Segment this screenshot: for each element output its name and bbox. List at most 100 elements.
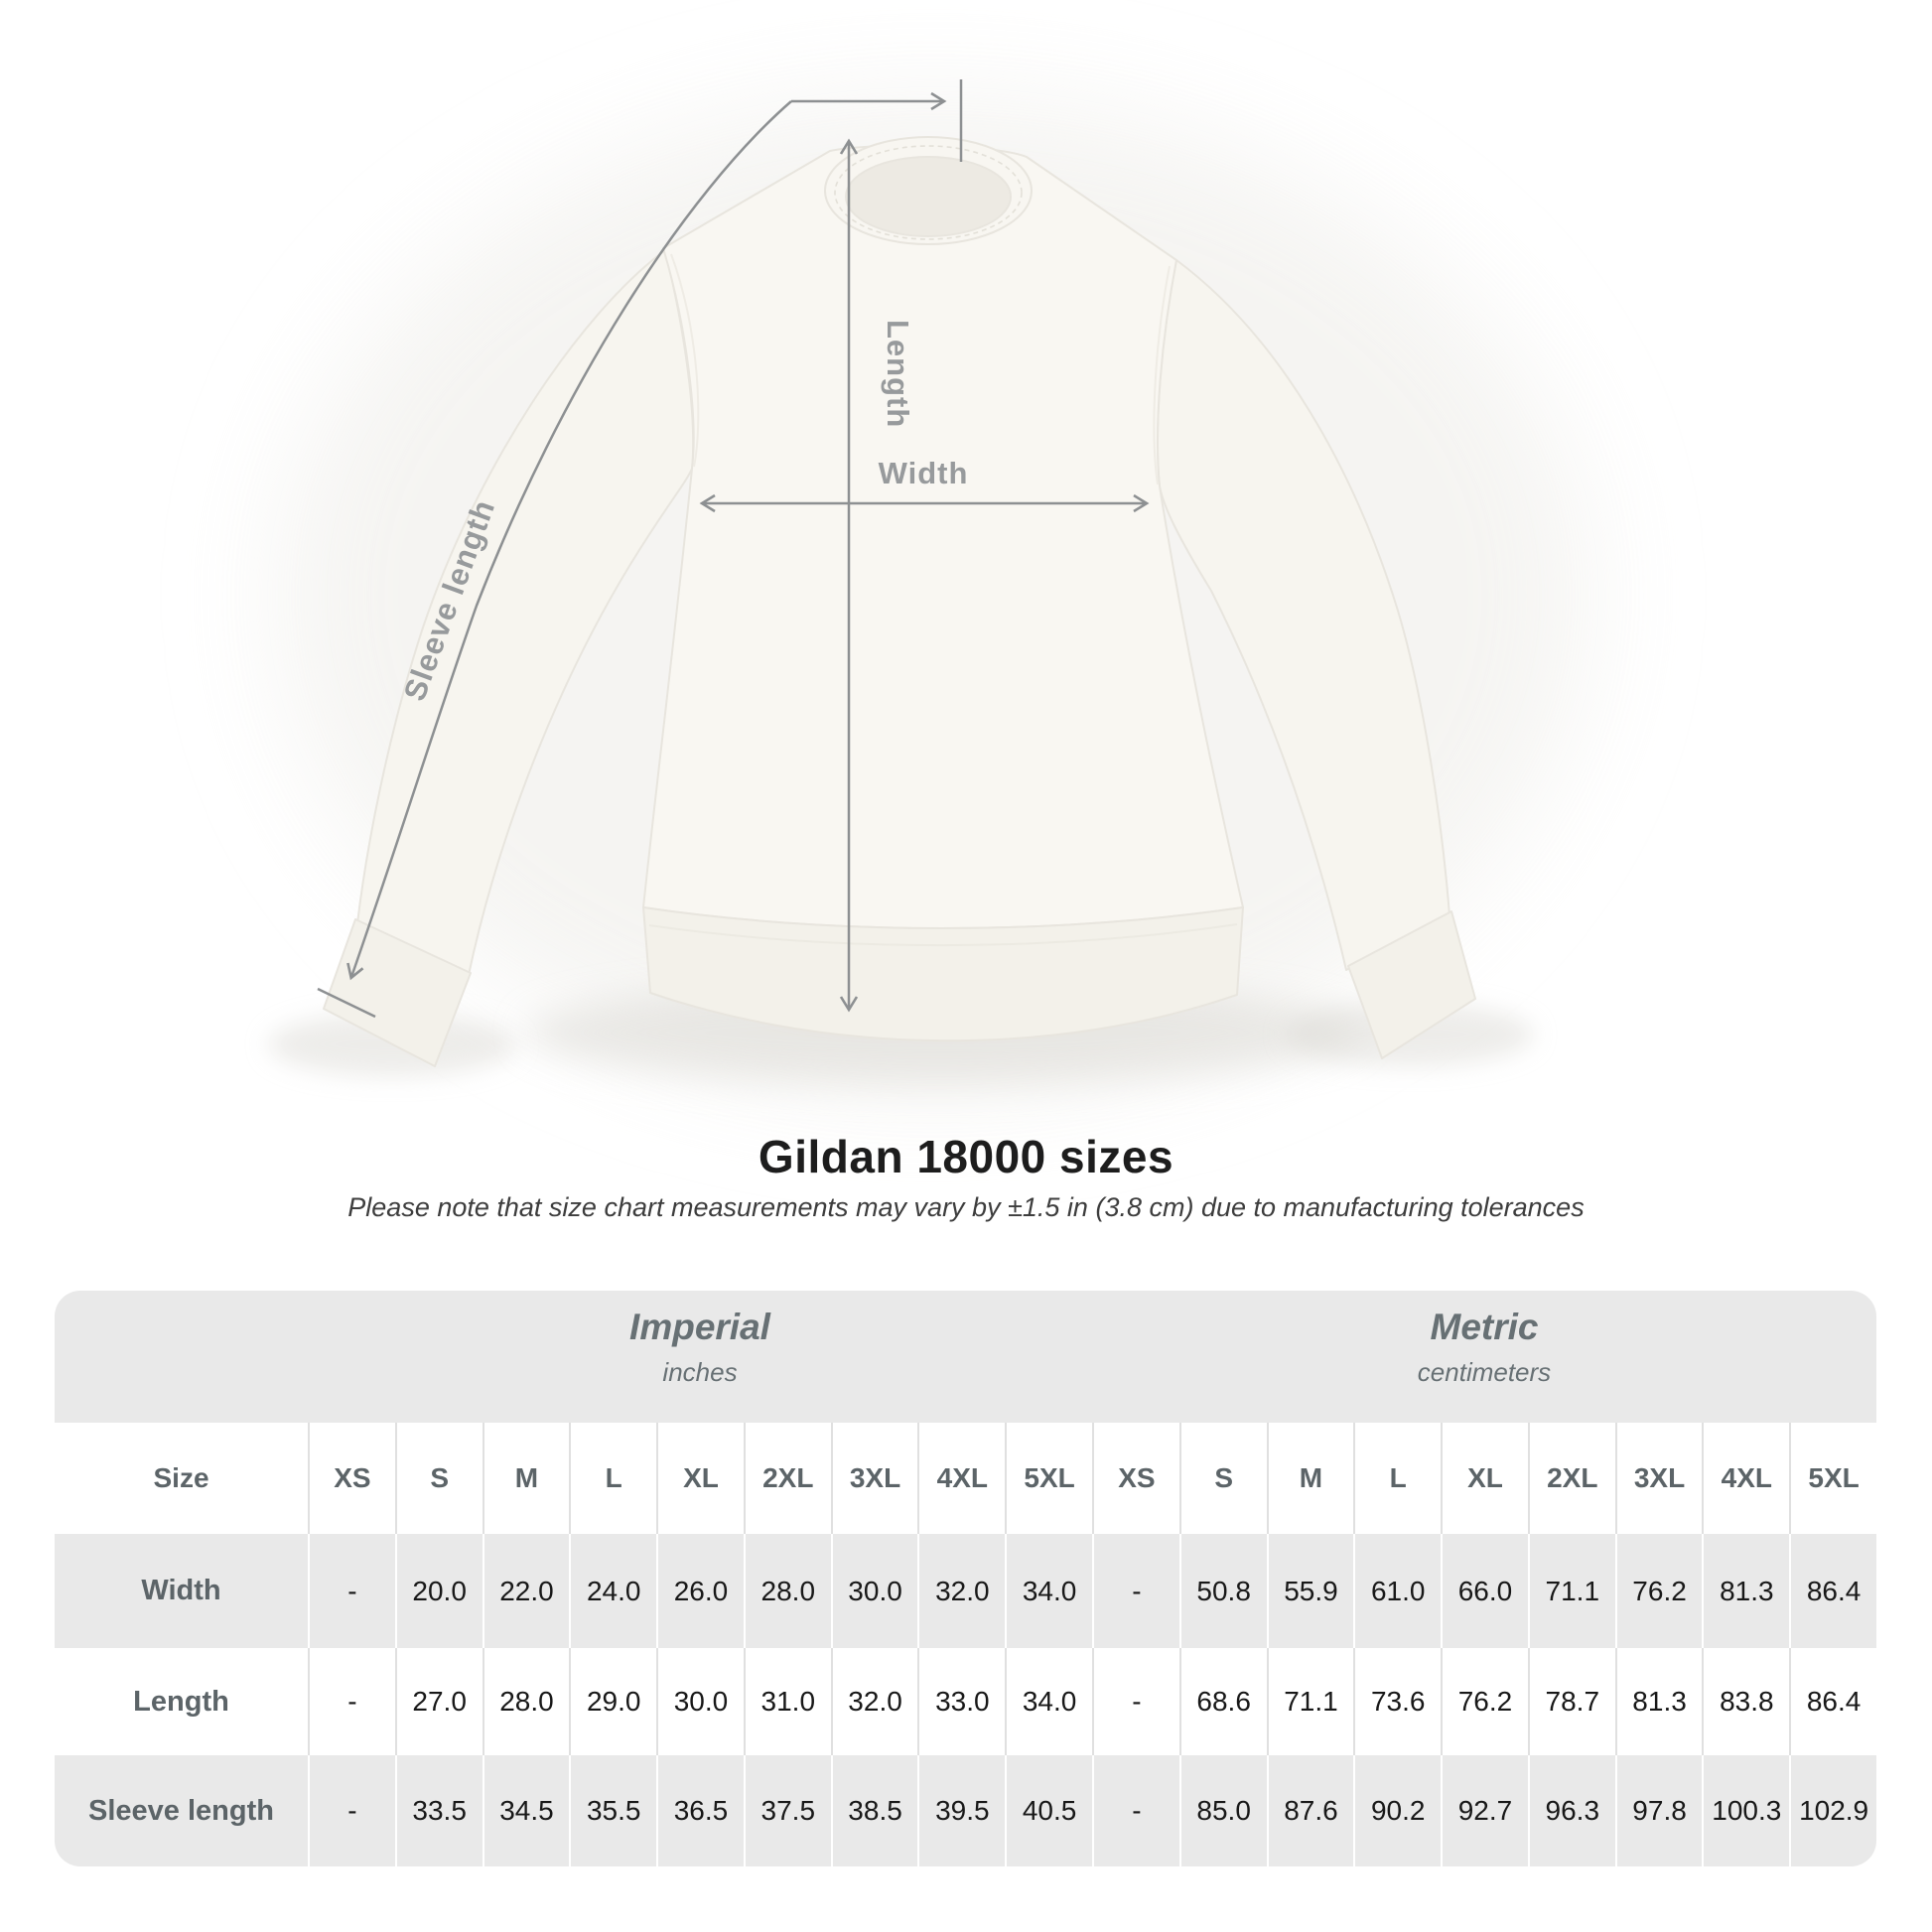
metric-group-header: Metric centimeters xyxy=(1092,1291,1876,1423)
measure-value-cell: 24.0 xyxy=(569,1534,656,1648)
size-column-header: 3XL xyxy=(830,1423,918,1534)
measure-value-cell: 33.0 xyxy=(917,1648,1005,1755)
measure-row-2: Sleeve length -33.5 34.5 35.5 36.5 37.5 38.5 39… xyxy=(55,1755,1876,1866)
hem-stitch xyxy=(648,923,1238,947)
size-column-header: 2XL xyxy=(743,1423,831,1534)
size-column-header: L xyxy=(1353,1423,1441,1534)
measure-value-cell: 86.4 xyxy=(1789,1534,1876,1648)
measure-value-cell: 40.5 xyxy=(1005,1755,1092,1866)
size-column-header: 3XL xyxy=(1614,1423,1703,1534)
imperial-group-header: Imperial inches xyxy=(308,1291,1092,1423)
measure-value-cell: 102.9 xyxy=(1789,1755,1876,1866)
sweatshirt-mockup xyxy=(323,136,1476,1067)
size-column-header: 4XL xyxy=(917,1423,1005,1534)
collar-opening xyxy=(845,156,1012,237)
measure-row-label: Length xyxy=(133,1685,229,1718)
measure-value-cell: - xyxy=(1092,1534,1179,1648)
sleeve-length-arrow-line xyxy=(346,100,792,981)
measure-value-cell: - xyxy=(1092,1755,1179,1866)
body-panel xyxy=(642,144,1244,929)
measure-value-cell: 30.0 xyxy=(656,1648,744,1755)
size-column-header: XL xyxy=(1441,1423,1528,1534)
measure-value-cell: 81.3 xyxy=(1702,1534,1789,1648)
measure-value-cell: 55.9 xyxy=(1266,1534,1354,1648)
measure-value-cell: 96.3 xyxy=(1527,1755,1615,1866)
size-column-header: 4XL xyxy=(1702,1423,1789,1534)
measure-value-cell: - xyxy=(308,1648,395,1755)
unit-header-row: Imperial inches Metric centimeters xyxy=(55,1291,1876,1423)
metric-unit: centimeters xyxy=(1417,1357,1552,1387)
measure-row-0: Width -20.0 22.0 24.0 26.0 28.0 30.0 32.0 34.0-5… xyxy=(55,1534,1876,1648)
size-column-header: XS xyxy=(308,1423,395,1534)
measure-value-cell: 34.0 xyxy=(1005,1534,1092,1648)
measure-value-cell: 97.8 xyxy=(1614,1755,1703,1866)
measurement-annotations xyxy=(317,79,1150,1019)
measure-value-cell: 100.3 xyxy=(1702,1755,1789,1866)
measure-value-cell: 32.0 xyxy=(830,1648,918,1755)
measure-value-cell: 34.5 xyxy=(482,1755,570,1866)
measure-value-cell: 35.5 xyxy=(569,1755,656,1866)
measure-value-cell: 87.6 xyxy=(1266,1755,1354,1866)
measure-value-cell: 22.0 xyxy=(482,1534,570,1648)
measure-value-cell: 73.6 xyxy=(1353,1648,1441,1755)
measure-value-cell: 83.8 xyxy=(1702,1648,1789,1755)
right-armhole-seam xyxy=(1153,265,1171,485)
measure-value-cell: - xyxy=(1092,1648,1179,1755)
measure-value-cell: 71.1 xyxy=(1527,1534,1615,1648)
measure-value-cell: 20.0 xyxy=(394,1534,483,1648)
measure-value-cell: 50.8 xyxy=(1178,1534,1267,1648)
measure-value-cell: - xyxy=(308,1534,395,1648)
measure-value-cell: 34.0 xyxy=(1005,1648,1092,1755)
measure-value-cell: 85.0 xyxy=(1178,1755,1267,1866)
size-header-label: Size xyxy=(153,1462,209,1493)
size-column-header: M xyxy=(1266,1423,1354,1534)
length-label: Length xyxy=(881,320,915,428)
measure-value-cell: 39.5 xyxy=(917,1755,1005,1866)
size-column-header: M xyxy=(482,1423,570,1534)
page-title: Gildan 18000 sizes xyxy=(758,1131,1174,1182)
measure-value-cell: 81.3 xyxy=(1614,1648,1703,1755)
measure-value-cell: 92.7 xyxy=(1441,1755,1528,1866)
size-column-header: 5XL xyxy=(1789,1423,1876,1534)
measure-value-cell: 32.0 xyxy=(917,1534,1005,1648)
measure-value-cell: - xyxy=(308,1755,395,1866)
measure-value-cell: 28.0 xyxy=(743,1534,831,1648)
size-column-header: S xyxy=(394,1423,483,1534)
measure-value-cell: 31.0 xyxy=(743,1648,831,1755)
size-column-header: L xyxy=(569,1423,656,1534)
left-armhole-seam xyxy=(670,253,700,468)
size-header-row: Size XS S M L XL 2XL 3XL 4XL 5XL XS S M L XL 2XL 3XL 4XL… xyxy=(55,1423,1876,1534)
measure-value-cell: 68.6 xyxy=(1178,1648,1267,1755)
measure-value-cell: 27.0 xyxy=(394,1648,483,1755)
measure-value-cell: 38.5 xyxy=(830,1755,918,1866)
measure-value-cell: 30.0 xyxy=(830,1534,918,1648)
width-label: Width xyxy=(879,456,969,490)
size-column-header: XS xyxy=(1092,1423,1179,1534)
measure-value-cell: 36.5 xyxy=(656,1755,744,1866)
tolerance-note: Please note that size chart measurements… xyxy=(347,1192,1585,1222)
size-table: Imperial inches Metric centimeters Size … xyxy=(55,1291,1876,1866)
measure-value-cell: 26.0 xyxy=(656,1534,744,1648)
measure-row-label: Sleeve length xyxy=(88,1794,274,1827)
measure-value-cell: 28.0 xyxy=(482,1648,570,1755)
measure-value-cell: 37.5 xyxy=(743,1755,831,1866)
measure-value-cell: 33.5 xyxy=(394,1755,483,1866)
measure-row-label: Width xyxy=(141,1575,221,1606)
measure-value-cell: 76.2 xyxy=(1614,1534,1703,1648)
sweatshirt-measurement-diagram: Width Length Sleeve length xyxy=(268,79,1588,1092)
metric-label: Metric xyxy=(1430,1307,1539,1347)
size-column-header: S xyxy=(1178,1423,1267,1534)
cuff-reference-tick xyxy=(317,987,376,1019)
collar-stitch xyxy=(834,145,1023,240)
measure-value-cell: 90.2 xyxy=(1353,1755,1441,1866)
size-column-header: 5XL xyxy=(1005,1423,1092,1534)
measure-value-cell: 71.1 xyxy=(1266,1648,1354,1755)
measure-value-cell: 66.0 xyxy=(1441,1534,1528,1648)
right-cuff xyxy=(1347,910,1476,1059)
measure-value-cell: 76.2 xyxy=(1441,1648,1528,1755)
imperial-label: Imperial xyxy=(629,1307,770,1347)
measure-value-cell: 86.4 xyxy=(1789,1648,1876,1755)
imperial-unit: inches xyxy=(662,1357,738,1387)
measure-value-cell: 29.0 xyxy=(569,1648,656,1755)
